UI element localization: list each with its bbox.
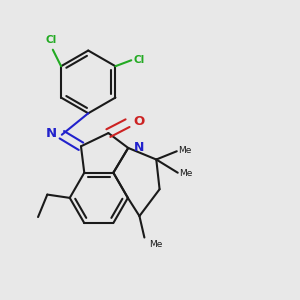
Text: Cl: Cl	[134, 55, 145, 65]
Text: N: N	[134, 141, 145, 154]
Text: Me: Me	[178, 146, 192, 155]
Text: Me: Me	[179, 169, 193, 178]
Text: O: O	[134, 115, 145, 128]
Text: Me: Me	[149, 240, 163, 249]
Text: Cl: Cl	[46, 35, 57, 45]
Text: N: N	[46, 127, 57, 140]
